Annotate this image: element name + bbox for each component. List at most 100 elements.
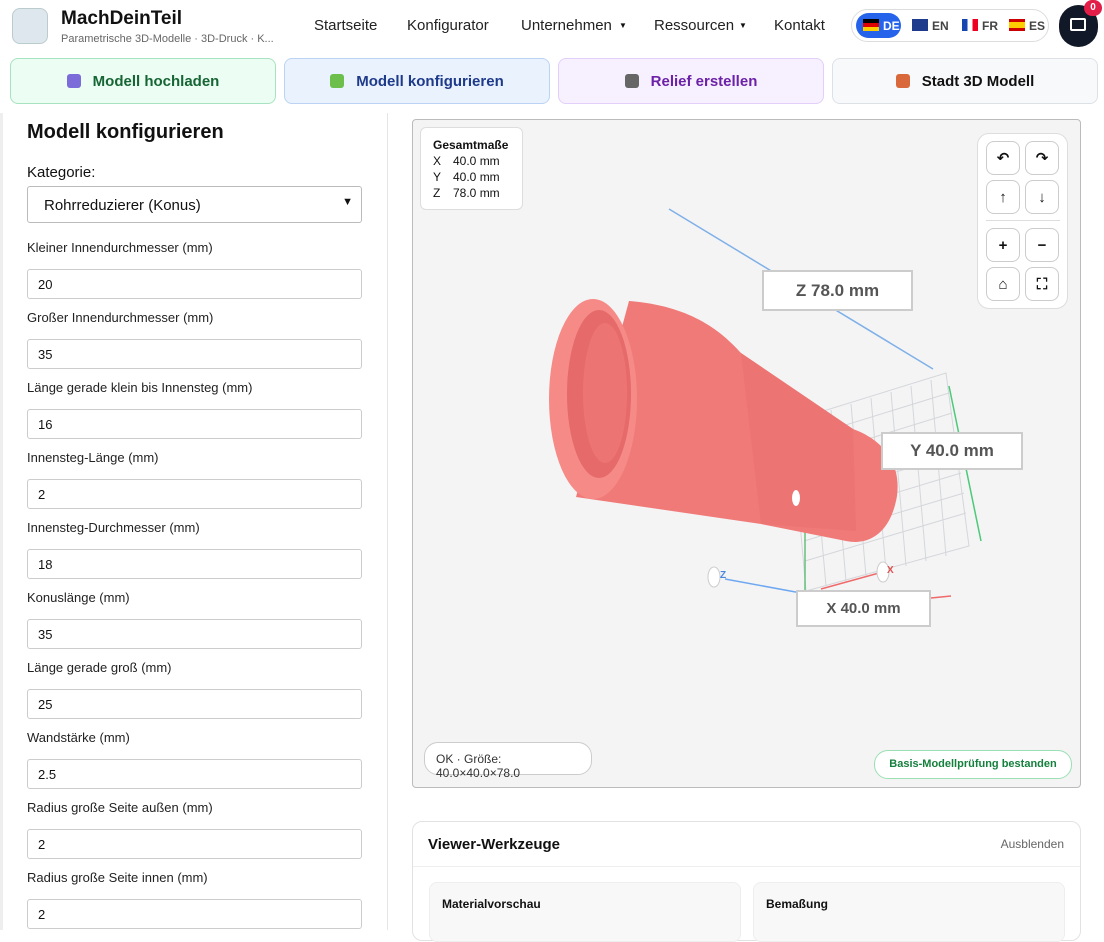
nav-link[interactable]: Unternehmen <box>521 17 612 34</box>
control-button[interactable]: ↑ <box>986 180 1020 214</box>
divider <box>986 220 1060 221</box>
field-input[interactable]: 20 <box>27 269 362 299</box>
nav-link[interactable]: Konfigurator <box>407 17 489 34</box>
axis-line <box>724 578 802 594</box>
tab-label: Modell hochladen <box>92 72 220 90</box>
dimension-axis: Z <box>433 186 441 200</box>
divider <box>413 866 1080 867</box>
language-code: ES <box>1029 19 1046 33</box>
status-pill: OK · Größe: 40.0×40.0×78.0 <box>424 742 592 780</box>
tab-label: Relief erstellen <box>650 72 758 90</box>
field-label: Länge gerade groß (mm) <box>27 660 172 675</box>
dimension-value: 40.0 mm <box>453 170 500 184</box>
caret: ▼ <box>619 21 627 30</box>
dimensions-list: X 40.0 mm Y 40.0 mm Z 78.0 mm <box>433 153 510 201</box>
field-input[interactable]: 18 <box>27 549 362 579</box>
field-input[interactable]: 16 <box>27 409 362 439</box>
check-pill: Basis-Modellprüfung bestanden <box>874 750 1072 779</box>
brand[interactable]: MachDeinTeil <box>61 8 183 29</box>
control-button[interactable]: ↓ <box>1025 180 1059 214</box>
tools-toggle[interactable]: Ausblenden <box>1000 837 1064 851</box>
dimension-axis: X <box>433 154 442 168</box>
field-label: Radius große Seite außen (mm) <box>27 800 213 815</box>
config-panel <box>0 113 388 930</box>
field-input[interactable]: 35 <box>27 339 362 369</box>
logo[interactable] <box>12 8 48 44</box>
dimensions-title: Gesamtmaße <box>433 138 509 152</box>
cone-inner <box>583 323 627 463</box>
dimension-value: 40.0 mm <box>453 154 500 168</box>
tool-card: Materialvorschau <box>429 882 741 942</box>
dimension-axis: Y <box>433 170 442 184</box>
viewer[interactable] <box>412 119 1081 788</box>
chevron: ▼ <box>342 196 353 208</box>
cart-icon <box>1070 18 1086 31</box>
select-value: Rohrreduzierer (Konus) <box>44 197 201 214</box>
dimension-label: X 40.0 mm <box>796 590 931 627</box>
dimensions-box: Gesamtmaße X 40.0 mm Y 40.0 mm Z 78.0 mm <box>420 127 523 210</box>
field-input[interactable]: 35 <box>27 619 362 649</box>
field-label: Großer Innendurchmesser (mm) <box>27 310 214 325</box>
control-button[interactable]: + <box>986 228 1020 262</box>
tab[interactable]: Modell hochladen <box>10 58 276 104</box>
language-switcher <box>851 9 1049 42</box>
axis-marker <box>876 561 890 583</box>
tab[interactable]: Relief erstellen <box>558 58 824 104</box>
tool-card: Bemaßung <box>753 882 1065 942</box>
axis-label: Z <box>720 570 727 581</box>
field-input[interactable]: 2 <box>27 829 362 859</box>
field-label: Kleiner Innendurchmesser (mm) <box>27 240 213 255</box>
category-select[interactable]: Rohrreduzierer (Konus) ▼ <box>27 186 362 223</box>
cone-shade <box>741 353 856 531</box>
tab-label: Stadt 3D Modell <box>921 72 1035 90</box>
field-label: Innensteg-Länge (mm) <box>27 450 159 465</box>
field-label: Radius große Seite innen (mm) <box>27 870 208 885</box>
field-input[interactable]: 2 <box>27 899 362 929</box>
caret: ▼ <box>739 21 747 30</box>
tab[interactable]: Modell konfigurieren <box>284 58 550 104</box>
nav-link[interactable]: Kontakt <box>774 17 825 34</box>
nav-link[interactable]: Startseite <box>314 17 378 34</box>
axis-marker <box>707 566 721 588</box>
control-button[interactable]: ⛶ <box>1025 267 1059 301</box>
viewer-controls: ↶ ↷ ↑ ↓ + − ⌂ ⛶ <box>977 133 1068 309</box>
field-label: Innensteg-Durchmesser (mm) <box>27 520 200 535</box>
language[interactable]: ES <box>1009 19 1045 33</box>
tool-title: Bemaßung <box>766 897 829 911</box>
dimension-row: X 40.0 mm <box>433 153 510 169</box>
header: MachDeinTeil Parametrische 3D-Modelle · … <box>0 0 1104 52</box>
language[interactable]: FR <box>962 19 998 33</box>
tagline: Parametrische 3D-Modelle · 3D-Druck · K.… <box>61 33 274 45</box>
control-button[interactable]: ↷ <box>1025 141 1059 175</box>
axis-line <box>820 572 880 590</box>
panel-title: Modell konfigurieren <box>27 121 224 143</box>
field-label: Wandstärke (mm) <box>27 730 130 745</box>
field-input[interactable]: 2 <box>27 479 362 509</box>
language-code: FR <box>982 19 998 33</box>
cart-count: 0 <box>1084 0 1102 16</box>
nav-link[interactable]: Ressourcen <box>654 17 735 34</box>
dimension-label: Y 40.0 mm <box>881 432 1023 470</box>
field-label: Konuslänge (mm) <box>27 590 130 605</box>
language[interactable]: DE <box>863 19 900 33</box>
axis-label: X <box>887 565 894 576</box>
scene <box>549 208 982 599</box>
tools-card: Viewer-Werkzeuge Ausblenden Materialvors… <box>412 821 1081 942</box>
control-button[interactable]: ⌂ <box>986 267 1020 301</box>
language-code: EN <box>932 19 949 33</box>
control-button[interactable]: − <box>1025 228 1059 262</box>
field-input[interactable]: 2.5 <box>27 759 362 789</box>
tab-label: Modell konfigurieren <box>356 72 504 90</box>
language-code: DE <box>883 19 900 33</box>
dimension-value: 78.0 mm <box>453 186 500 200</box>
control-button[interactable]: ↶ <box>986 141 1020 175</box>
dimension-row: Y 40.0 mm <box>433 169 510 185</box>
field-input[interactable]: 25 <box>27 689 362 719</box>
tool-title: Materialvorschau <box>442 897 541 911</box>
category-label: Kategorie: <box>27 164 96 181</box>
tab[interactable]: Stadt 3D Modell <box>832 58 1098 104</box>
marker <box>792 490 800 506</box>
axis-line <box>930 595 952 599</box>
language[interactable]: EN <box>912 19 949 33</box>
